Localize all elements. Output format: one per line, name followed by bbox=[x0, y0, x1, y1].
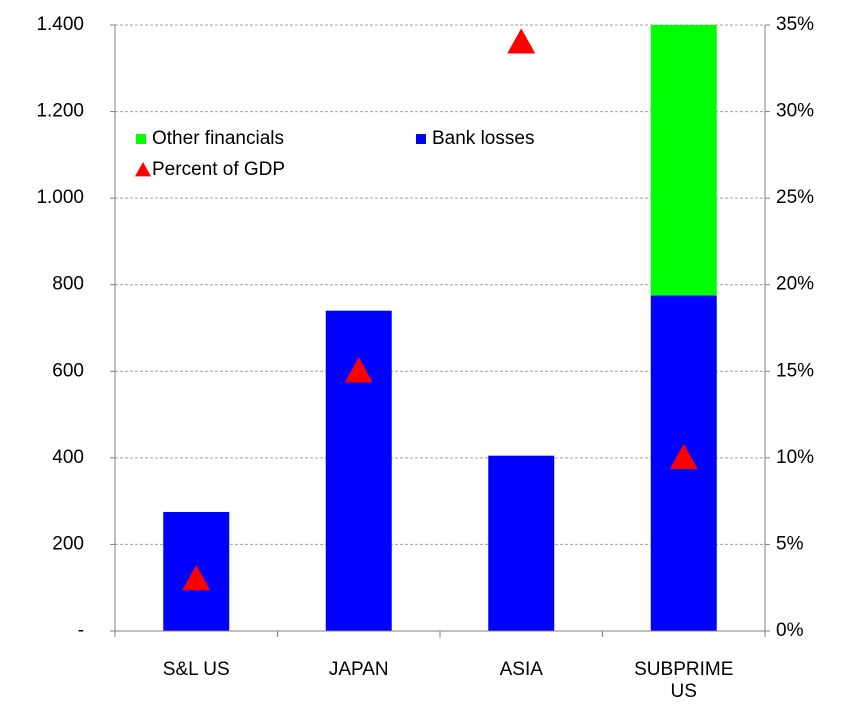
marker bbox=[344, 357, 373, 383]
y-tick-label: 600 bbox=[52, 360, 84, 381]
y-tick-label: - bbox=[78, 620, 84, 641]
y-tick-label: 1.400 bbox=[36, 14, 84, 35]
x-tick-label: S&L US bbox=[162, 659, 230, 680]
y2-tick-label: 35% bbox=[776, 14, 814, 35]
x-tick-label: ASIA bbox=[499, 659, 543, 680]
marker bbox=[507, 28, 536, 54]
y-tick-label: 400 bbox=[52, 447, 84, 468]
legend-swatch bbox=[136, 134, 146, 144]
bar bbox=[488, 455, 555, 631]
bar bbox=[650, 25, 717, 296]
y-tick-label: 200 bbox=[52, 533, 84, 554]
y2-tick-label: 30% bbox=[776, 101, 814, 122]
y-tick-label: 1.000 bbox=[36, 187, 84, 208]
x-tick-label: SUBPRIME US bbox=[634, 659, 734, 702]
y-tick-label: 1.200 bbox=[36, 101, 84, 122]
legend-label: Other financials bbox=[152, 128, 284, 149]
y2-tick-label: 0% bbox=[776, 620, 804, 641]
legend-swatch bbox=[416, 134, 426, 144]
y-tick-label: 800 bbox=[52, 274, 84, 295]
y2-tick-label: 25% bbox=[776, 187, 814, 208]
marker bbox=[669, 443, 698, 470]
legend-label: Percent of GDP bbox=[152, 159, 285, 180]
x-tick-label: JAPAN bbox=[328, 659, 389, 680]
y2-tick-label: 15% bbox=[776, 360, 814, 381]
y2-tick-label: 5% bbox=[776, 533, 804, 554]
legend-marker bbox=[135, 162, 151, 177]
y2-tick-label: 10% bbox=[776, 447, 814, 468]
y2-tick-label: 20% bbox=[776, 274, 814, 295]
legend-label: Bank losses bbox=[432, 128, 534, 149]
marker bbox=[182, 565, 211, 591]
